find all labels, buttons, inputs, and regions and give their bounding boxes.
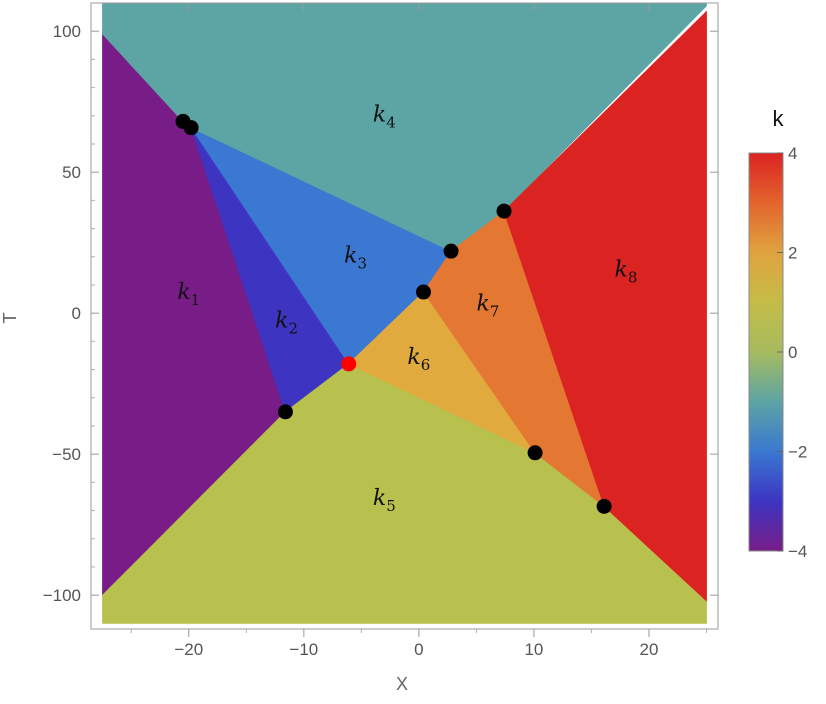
plot-frame	[90, 2, 719, 630]
x-tick-label: 10	[524, 640, 543, 659]
x-tick-label: −20	[174, 640, 203, 659]
data-point-4	[341, 356, 357, 372]
region-label-k6: k6	[407, 345, 430, 374]
y-tick-label: 100	[53, 22, 81, 41]
points-layer	[175, 113, 612, 514]
region-labels-layer: k1 k2 k3 k4 k5 k6 k7 k8	[177, 102, 637, 514]
x-tick-label: 20	[640, 640, 659, 659]
x-tick-label: 0	[414, 640, 423, 659]
legend-tick-label: −2	[788, 443, 807, 462]
legend-tick-label: 0	[788, 343, 797, 362]
x-axis-title: X	[396, 674, 408, 694]
legend-tick-label: 2	[788, 244, 797, 263]
y-tick-label: 50	[62, 163, 81, 182]
legend-tick-label: 4	[788, 144, 797, 163]
legend-title: k	[773, 106, 785, 131]
y-axis-title: T	[0, 313, 20, 324]
legend-tick-label: −4	[788, 542, 807, 561]
y-tick-label: 0	[72, 304, 81, 323]
x-axis: −20 −10 0 10 20	[130, 3, 707, 659]
data-point-6	[443, 243, 459, 259]
data-point-9	[596, 498, 612, 514]
region-label-k3: k3	[344, 243, 367, 272]
region-label-k5: k5	[373, 486, 396, 515]
region-label-k8: k8	[615, 258, 638, 287]
y-tick-label: −100	[43, 586, 81, 605]
region-label-k2: k2	[275, 308, 298, 337]
y-axis: 100 50 0 −50 −100	[43, 22, 718, 605]
x-tick-label: −10	[289, 640, 318, 659]
regions-layer	[102, 2, 707, 624]
data-point-3	[277, 404, 293, 420]
y-tick-label: −50	[52, 445, 81, 464]
region-label-k1: k1	[177, 280, 200, 309]
data-point-5	[415, 284, 431, 300]
data-point-8	[527, 445, 543, 461]
color-legend: k 4 2 0 −2 −4	[748, 106, 807, 561]
legend-ticks: 4 2 0 −2 −4	[777, 144, 807, 561]
data-point-7	[496, 203, 512, 219]
region-k8	[503, 10, 707, 602]
region-label-k4: k4	[373, 102, 396, 131]
region-label-k7: k7	[476, 291, 499, 320]
data-point-2	[183, 120, 199, 136]
